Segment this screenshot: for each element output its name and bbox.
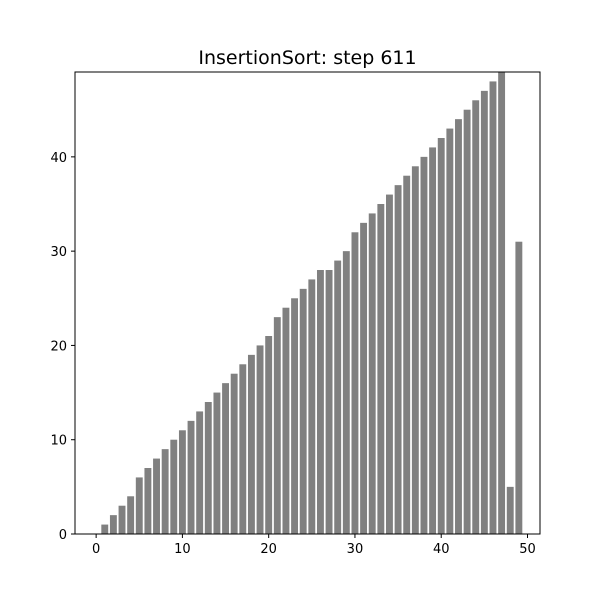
bar-18 xyxy=(247,354,255,534)
bar-30 xyxy=(351,232,359,535)
bar-40 xyxy=(437,138,445,534)
bar-43 xyxy=(463,109,471,534)
bar-21 xyxy=(273,317,281,534)
bar-26 xyxy=(316,270,324,534)
y-tick-label: 40 xyxy=(50,151,67,166)
x-axis: 0 10 20 30 40 50 xyxy=(92,534,536,557)
bar-25 xyxy=(308,279,316,534)
bar-27 xyxy=(325,270,333,534)
y-tick-label: 10 xyxy=(50,434,67,449)
bar-37 xyxy=(411,166,419,535)
x-tick-label: 30 xyxy=(347,542,364,557)
bars-group xyxy=(101,72,523,535)
bar-2 xyxy=(109,515,117,534)
y-tick-label: 30 xyxy=(50,245,67,260)
x-tick-label: 0 xyxy=(92,542,100,557)
bar-10 xyxy=(178,430,186,534)
bar-33 xyxy=(377,204,385,534)
bar-9 xyxy=(170,439,178,534)
bar-28 xyxy=(334,260,342,534)
bar-20 xyxy=(265,336,273,534)
bar-44 xyxy=(472,100,480,535)
bar-15 xyxy=(222,383,229,534)
bar-13 xyxy=(204,402,212,534)
bar-24 xyxy=(299,288,307,534)
bar-29 xyxy=(342,251,350,534)
bar-11 xyxy=(187,420,195,534)
bar-22 xyxy=(282,307,290,534)
bar-49 xyxy=(515,241,523,534)
y-axis: 0 10 20 30 40 xyxy=(50,151,75,543)
x-tick-label: 40 xyxy=(433,542,450,557)
bar-4 xyxy=(127,496,135,534)
bar-45 xyxy=(480,90,488,534)
bar-31 xyxy=(360,222,368,534)
bar-12 xyxy=(196,411,204,534)
bar-1 xyxy=(101,524,109,534)
chart-title: InsertionSort: step 611 xyxy=(198,47,416,69)
bar-46 xyxy=(489,81,497,534)
x-tick-label: 20 xyxy=(260,542,277,557)
x-tick-label: 10 xyxy=(174,542,191,557)
bar-8 xyxy=(161,449,169,534)
bar-35 xyxy=(394,185,402,534)
bar-32 xyxy=(368,213,376,534)
y-tick-label: 20 xyxy=(50,339,67,354)
bar-23 xyxy=(291,298,299,534)
bar-39 xyxy=(429,147,437,534)
bar-7 xyxy=(153,458,160,534)
bar-38 xyxy=(420,156,428,534)
bar-6 xyxy=(144,468,152,534)
bar-14 xyxy=(213,392,221,534)
bar-5 xyxy=(135,477,143,534)
y-tick-label: 0 xyxy=(59,528,67,543)
bar-16 xyxy=(230,373,238,534)
bar-3 xyxy=(118,505,126,534)
bar-36 xyxy=(403,175,411,534)
bar-17 xyxy=(239,364,247,534)
bar-41 xyxy=(446,128,454,535)
bar-42 xyxy=(455,119,462,535)
bar-48 xyxy=(506,486,514,534)
x-tick-label: 50 xyxy=(519,542,536,557)
bar-34 xyxy=(386,194,393,535)
plot-frame xyxy=(74,71,541,535)
bar-47 xyxy=(498,72,506,534)
bar-19 xyxy=(256,345,264,534)
